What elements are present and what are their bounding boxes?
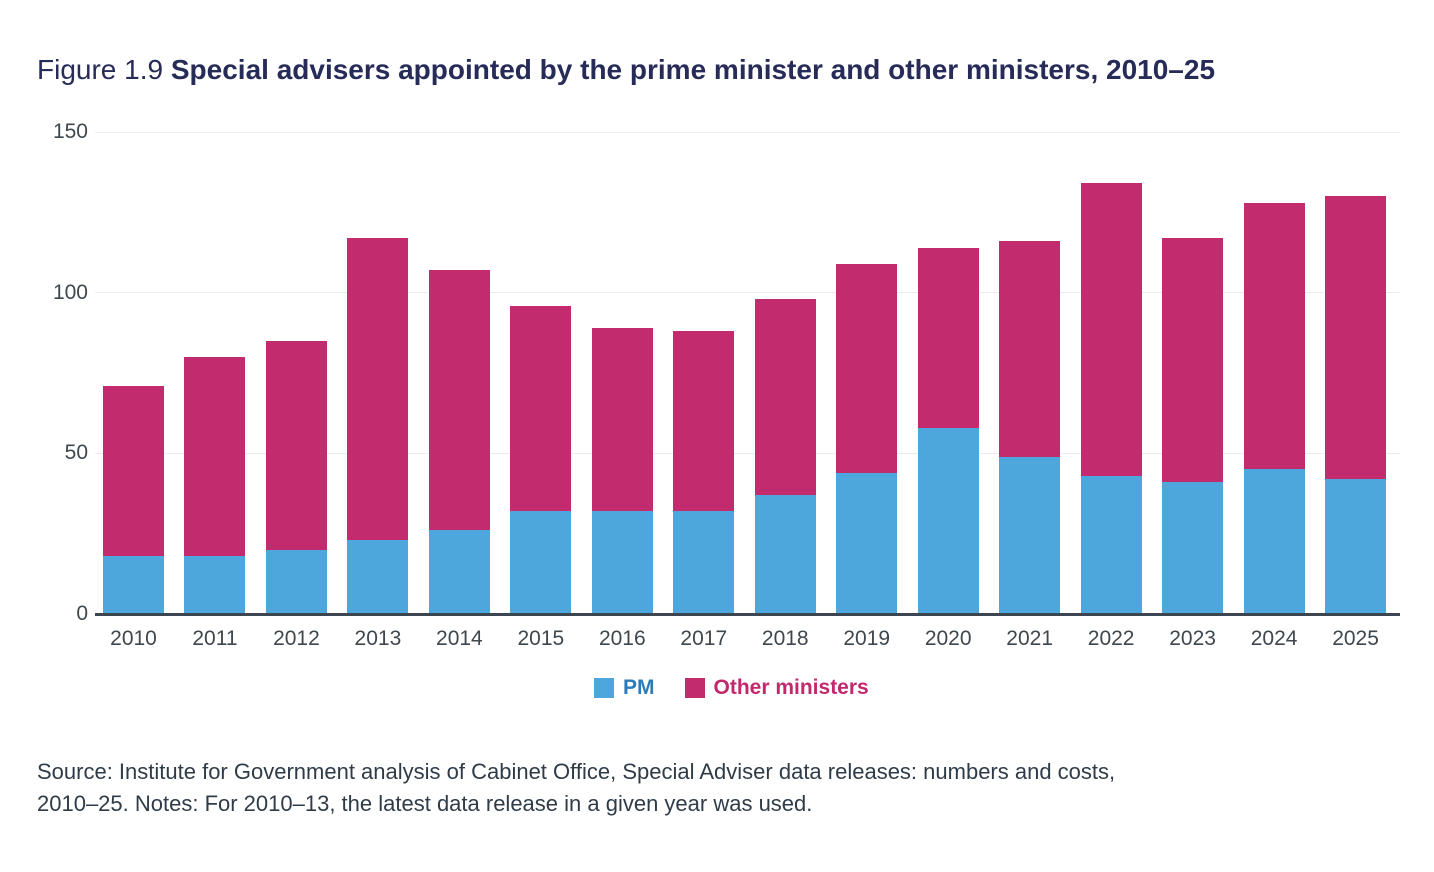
figure-title-spacer	[163, 54, 171, 85]
x-tick-label: 2024	[1250, 627, 1298, 650]
source-line-1: Source: Institute for Government analysi…	[37, 759, 1116, 784]
bar-segment-pm	[1243, 469, 1305, 614]
x-tick-label: 2013	[354, 627, 402, 650]
bar-segment-pm	[673, 511, 735, 614]
bar-segment-pm	[428, 530, 490, 614]
legend-item-other: Other ministers	[684, 676, 869, 700]
bar-segment-other-ministers	[347, 238, 409, 541]
legend-label-pm: PM	[623, 676, 655, 699]
grid-line	[95, 131, 1400, 133]
bar-segment-other-ministers	[428, 270, 490, 531]
bar-segment-pm	[103, 556, 164, 614]
grid-line	[95, 452, 1400, 454]
bar-segment-pm	[1162, 482, 1224, 614]
bar-segment-other-ministers	[836, 263, 898, 473]
x-tick-label: 2015	[517, 627, 565, 650]
x-tick-label: 2021	[1006, 627, 1054, 650]
other-ministers-swatch-icon	[684, 678, 705, 698]
source-note: Source: Institute for Government analysi…	[37, 756, 1377, 820]
x-tick-label: 2012	[273, 627, 320, 650]
bar-segment-pm	[1080, 475, 1142, 614]
legend-label-other: Other ministers	[713, 676, 869, 699]
bar-segment-other-ministers	[1080, 183, 1142, 476]
x-tick-label: 2011	[192, 627, 238, 650]
bar-segment-other-ministers	[1243, 202, 1305, 470]
x-tick-label: 2018	[761, 627, 809, 650]
x-tick-label: 2016	[598, 627, 646, 650]
bar-segment-pm	[591, 511, 653, 614]
y-tick-label: 0	[76, 602, 88, 625]
bar-segment-other-ministers	[184, 356, 246, 557]
pm-swatch-icon	[594, 678, 614, 698]
y-tick-label: 50	[64, 441, 88, 465]
bar-segment-pm	[754, 495, 816, 614]
bar-segment-pm	[347, 540, 409, 614]
x-tick-label: 2017	[680, 627, 728, 650]
bar-segment-pm	[265, 549, 327, 614]
bar-segment-pm	[1325, 479, 1387, 614]
x-tick-label: 2022	[1087, 627, 1135, 650]
bar-segment-other-ministers	[591, 328, 653, 512]
bar-segment-pm	[999, 456, 1061, 614]
bar-segment-other-ministers	[673, 331, 735, 512]
bar-segment-other-ministers	[103, 385, 164, 557]
bar-segment-pm	[917, 427, 979, 614]
figure-title-text: Special advisers appointed by the prime …	[170, 54, 1216, 85]
legend: PM Other ministers	[594, 676, 869, 700]
x-axis-line	[95, 613, 1400, 616]
bar-segment-other-ministers	[265, 340, 327, 550]
bar-segment-other-ministers	[754, 299, 816, 496]
y-tick-label: 150	[52, 120, 88, 143]
x-tick-label: 2025	[1332, 627, 1379, 650]
bar-segment-pm	[184, 556, 246, 614]
chart-area: 0 50 100 150 2010 2011 2012 2013 2014 2015 2016 201…	[0, 110, 1434, 670]
bar-segment-pm	[510, 511, 572, 614]
grid-line	[95, 292, 1400, 294]
bar-segment-other-ministers	[1162, 238, 1224, 483]
legend-item-pm: PM	[594, 676, 655, 700]
figure-title: Figure 1.9 Special advisers appointed by…	[37, 53, 1215, 87]
source-line-2: 2010–25. Notes: For 2010–13, the latest …	[37, 791, 813, 816]
bar-segment-other-ministers	[1325, 196, 1387, 480]
x-tick-label: 2010	[110, 627, 157, 650]
figure-number: Figure 1.9	[37, 54, 164, 85]
x-tick-label: 2020	[924, 627, 972, 650]
bar-segment-other-ministers	[510, 305, 572, 512]
bar-segment-other-ministers	[917, 247, 979, 428]
x-tick-label: 2019	[843, 627, 891, 650]
x-tick-label: 2023	[1169, 627, 1216, 650]
x-tick-label: 2014	[436, 627, 483, 650]
y-tick-label: 100	[52, 280, 88, 304]
bar-segment-other-ministers	[999, 241, 1061, 457]
bar-segment-pm	[836, 472, 898, 614]
